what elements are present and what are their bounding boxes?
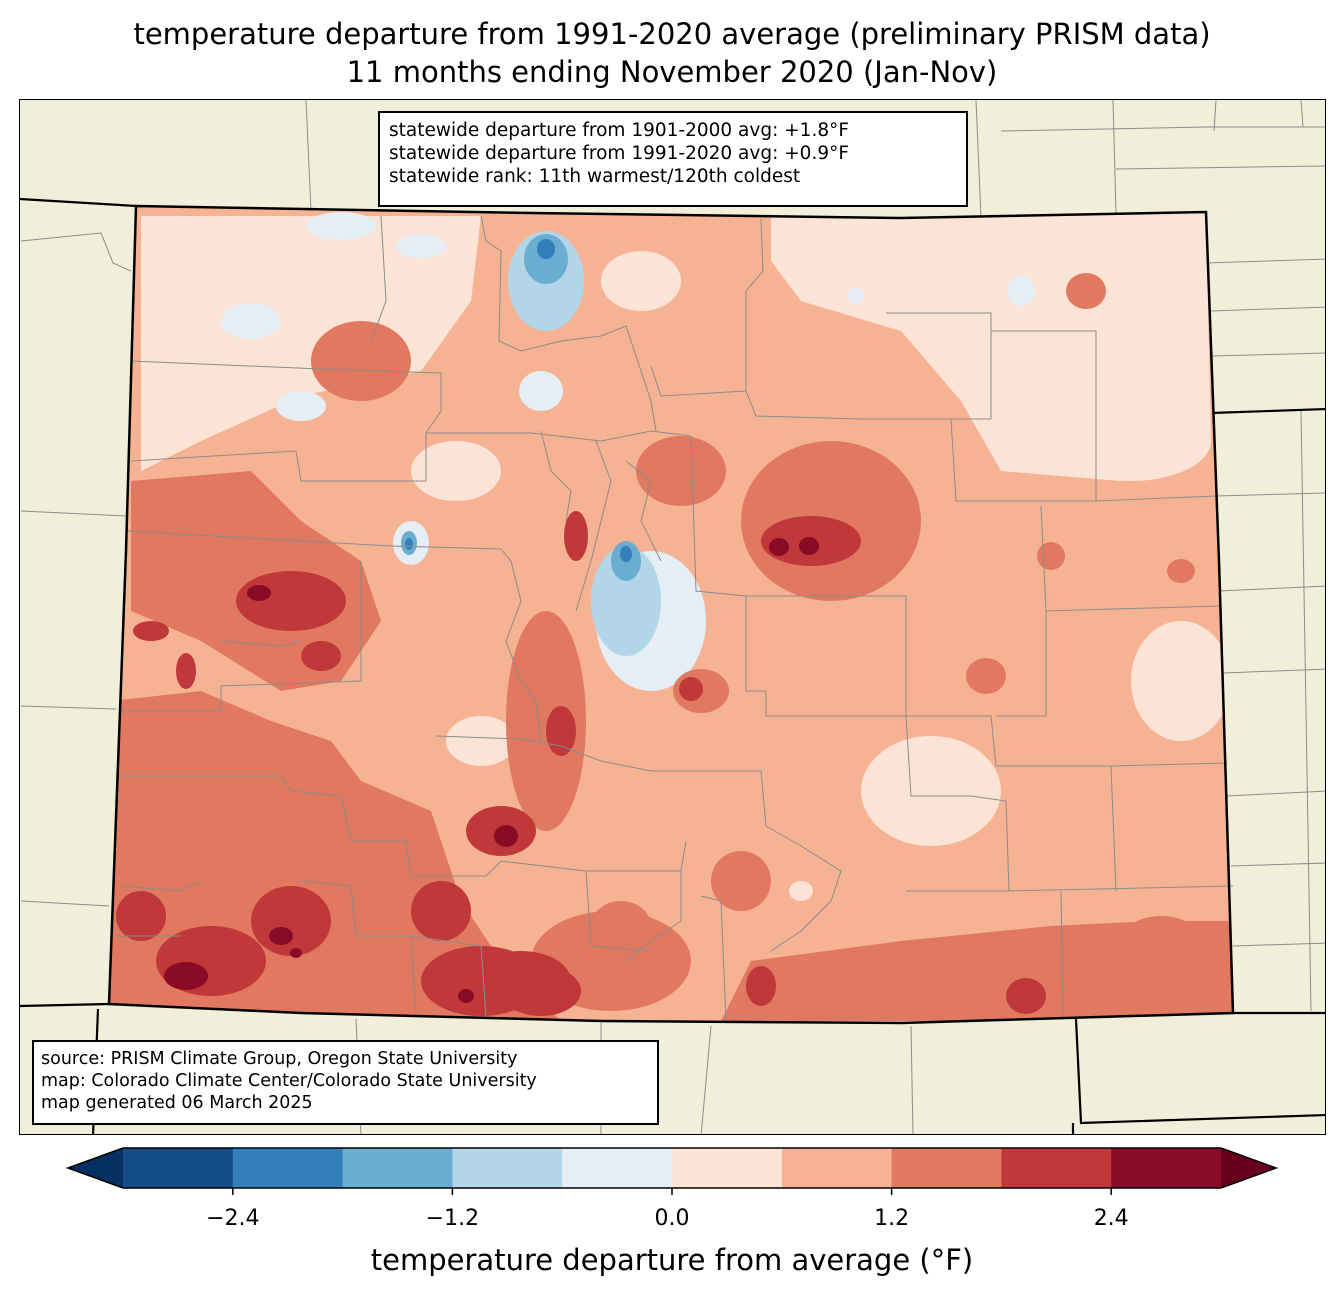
generated-date: map generated 06 March 2025 xyxy=(41,1093,313,1113)
colorbar-tick-label: 1.2 xyxy=(874,1206,910,1231)
county-lines xyxy=(111,215,1234,1022)
colorbar-tick-label: −2.4 xyxy=(206,1206,260,1231)
colorbar-tick-label: 2.4 xyxy=(1093,1206,1129,1231)
colorbar-tick-label: −1.2 xyxy=(425,1206,480,1231)
colorbar-segment xyxy=(1001,1148,1112,1188)
colorbar-segment xyxy=(562,1148,673,1188)
colorado-border xyxy=(107,204,1235,1025)
colorbar-segment xyxy=(232,1148,344,1188)
colorado-map xyxy=(20,100,1325,1134)
colorbar-segment xyxy=(342,1148,453,1188)
temperature-field xyxy=(109,206,1233,1023)
colorbar-label: temperature departure from average (°F) xyxy=(370,1243,974,1277)
colorbar-segment xyxy=(891,1148,1002,1188)
map-frame xyxy=(19,99,1326,1135)
stats-departure-1901-2000: statewide departure from 1901-2000 avg: … xyxy=(389,120,849,141)
very-hot-spots xyxy=(164,537,819,1003)
map-subtitle: 11 months ending November 2020 (Jan-Nov) xyxy=(346,55,998,89)
stats-rank: statewide rank: 11th warmest/120th colde… xyxy=(389,166,801,187)
colorbar-over-arrow xyxy=(1221,1148,1276,1188)
colorbar-segment xyxy=(1111,1148,1222,1188)
cold-spots xyxy=(401,231,661,656)
colorbar-segment xyxy=(452,1148,563,1188)
colorbar-segment xyxy=(123,1148,234,1188)
map-title: temperature departure from 1991-2020 ave… xyxy=(133,17,1211,51)
colorbar-tick-label: 0.0 xyxy=(654,1206,690,1231)
colorbar xyxy=(65,1147,1279,1195)
map-credit: map: Colorado Climate Center/Colorado St… xyxy=(41,1071,537,1091)
statewide-stats-box: statewide departure from 1901-2000 avg: … xyxy=(378,111,968,207)
source-box: source: PRISM Climate Group, Oregon Stat… xyxy=(32,1040,659,1125)
colorbar-under-arrow xyxy=(68,1148,123,1188)
colorbar-segment xyxy=(781,1148,893,1188)
stats-departure-1991-2020: statewide departure from 1991-2020 avg: … xyxy=(389,143,849,164)
neighbor-county-lines xyxy=(20,100,1325,1134)
hot-regions xyxy=(116,511,1046,1016)
colorbar-outline xyxy=(65,1147,1279,1189)
colorbar-segment xyxy=(672,1148,783,1188)
source-credit: source: PRISM Climate Group, Oregon Stat… xyxy=(41,1049,518,1069)
